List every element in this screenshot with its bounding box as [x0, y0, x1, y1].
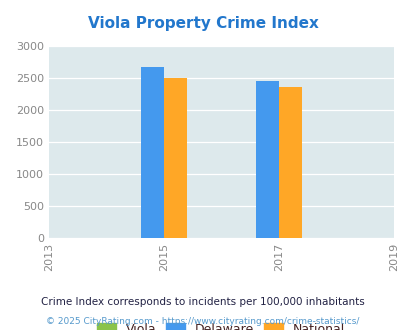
Bar: [255, 81, 278, 238]
Bar: [163, 78, 186, 238]
Bar: [278, 87, 301, 238]
Text: © 2025 CityRating.com - https://www.cityrating.com/crime-statistics/: © 2025 CityRating.com - https://www.city…: [46, 317, 359, 326]
Text: Viola Property Crime Index: Viola Property Crime Index: [87, 16, 318, 31]
Legend: Viola, Delaware, National: Viola, Delaware, National: [91, 316, 351, 330]
Text: Crime Index corresponds to incidents per 100,000 inhabitants: Crime Index corresponds to incidents per…: [41, 297, 364, 307]
Bar: [141, 67, 163, 238]
